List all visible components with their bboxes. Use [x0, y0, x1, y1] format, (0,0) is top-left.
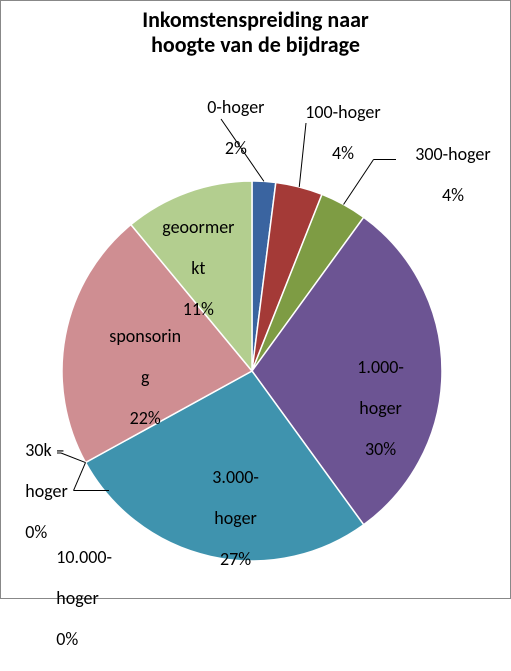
label-text: hoger: [25, 480, 68, 502]
label-100-hoger: 100-hoger 4%: [289, 81, 381, 184]
label-text: hoger: [359, 397, 402, 419]
label-pct: 4%: [442, 184, 464, 206]
label-text: 30k –: [25, 439, 64, 461]
label-text: g: [141, 366, 149, 388]
label-pct: 30%: [365, 438, 396, 460]
label-text: 100-hoger: [305, 101, 380, 123]
label-geoormerkt: geoormer kt 11%: [146, 196, 234, 341]
label-3000-hoger: 3.000- hoger 27%: [196, 446, 259, 591]
label-pct: 27%: [220, 548, 251, 570]
label-text: 300-hoger: [415, 143, 490, 165]
label-1000-hoger: 1.000- hoger 30%: [341, 336, 404, 481]
label-text: 0-hoger: [207, 96, 264, 118]
label-pct: 2%: [225, 137, 247, 159]
label-pct: 0%: [56, 628, 78, 650]
label-text: 1.000-: [357, 356, 404, 378]
label-text: 3.000-: [212, 466, 259, 488]
label-pct: 4%: [332, 142, 354, 164]
leader-line: [74, 463, 86, 491]
label-0-hoger: 0-hoger 2%: [191, 76, 264, 179]
label-text: hoger: [214, 507, 257, 529]
label-text: geoormer: [162, 216, 234, 238]
label-pct: 11%: [183, 298, 214, 320]
label-300-hoger: 300-hoger 4%: [399, 123, 491, 226]
label-text: hoger: [56, 587, 99, 609]
chart-container: Inkomstenspreiding naarhoogte van de bij…: [0, 0, 511, 599]
label-pct: 22%: [130, 407, 161, 429]
label-pct: 0%: [25, 521, 47, 543]
label-30k-hoger: 30k – hoger 0%: [9, 419, 68, 564]
label-text: kt: [191, 257, 205, 279]
